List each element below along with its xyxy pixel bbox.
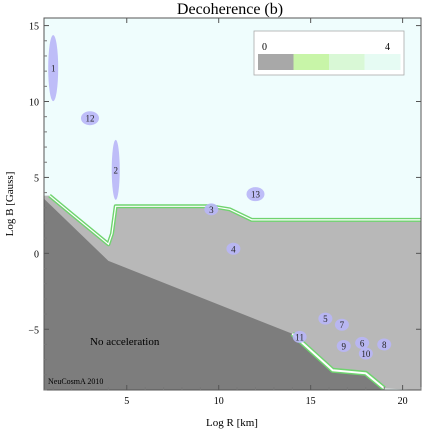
source-ellipse bbox=[334, 318, 349, 331]
source-ellipse bbox=[226, 242, 241, 255]
source-marker-4: 4 bbox=[226, 242, 241, 255]
y-tick-label: 10 bbox=[29, 98, 39, 109]
chart-title: Decoherence (b) bbox=[177, 1, 283, 18]
plot-frame bbox=[43, 17, 422, 391]
x-tick-label: 5 bbox=[124, 396, 129, 407]
source-marker-7: 7 bbox=[334, 318, 349, 331]
source-ellipse bbox=[204, 203, 219, 216]
legend-min-label: 0 bbox=[262, 42, 267, 53]
legend-swatch bbox=[258, 54, 294, 70]
source-ellipse bbox=[292, 330, 307, 343]
source-ellipse bbox=[246, 187, 265, 202]
source-marker-1: 1 bbox=[48, 35, 59, 102]
y-axis-label: Log B [Gauss] bbox=[4, 172, 16, 237]
source-marker-8: 8 bbox=[377, 338, 392, 351]
credit-label: NeuCosmA 2010 bbox=[48, 377, 103, 386]
source-ellipse bbox=[80, 111, 99, 126]
source-label: 2 bbox=[113, 165, 118, 175]
legend-swatch bbox=[329, 54, 365, 70]
legend-max-label: 4 bbox=[385, 42, 390, 53]
source-label: 7 bbox=[340, 320, 345, 330]
source-marker-3: 3 bbox=[204, 203, 219, 216]
y-tick-label: 5 bbox=[34, 173, 39, 184]
legend-swatch bbox=[293, 54, 330, 70]
source-ellipse bbox=[111, 139, 120, 200]
annotation-no-acceleration: No acceleration bbox=[90, 336, 160, 348]
source-marker-13: 13 bbox=[246, 187, 265, 202]
source-label: 9 bbox=[342, 341, 347, 351]
source-marker-5: 5 bbox=[318, 312, 333, 325]
legend: 0 4 bbox=[253, 30, 405, 76]
source-ellipse bbox=[336, 339, 351, 352]
source-marker-6: 6 bbox=[355, 336, 370, 349]
source-ellipse bbox=[355, 336, 370, 349]
legend-swatch bbox=[364, 54, 401, 70]
x-tick-label: 15 bbox=[306, 396, 316, 407]
x-tick-label: 10 bbox=[214, 396, 224, 407]
source-ellipse bbox=[48, 35, 59, 102]
x-axis-ticks: 5 10 15 20 bbox=[52, 18, 422, 407]
source-marker-12: 12 bbox=[80, 111, 99, 126]
source-marker-2: 2 bbox=[111, 139, 120, 200]
x-axis-label: Log R [km] bbox=[206, 417, 258, 429]
source-label: 1 bbox=[51, 64, 56, 74]
source-label: 10 bbox=[361, 349, 371, 359]
source-label: 12 bbox=[85, 114, 94, 124]
source-ellipse bbox=[377, 338, 392, 351]
y-tick-label: −5 bbox=[28, 325, 39, 336]
source-label: 11 bbox=[295, 332, 304, 342]
source-label: 5 bbox=[323, 314, 328, 324]
source-label: 8 bbox=[382, 340, 387, 350]
source-marker-10: 10 bbox=[358, 347, 373, 360]
source-ellipse bbox=[358, 347, 373, 360]
source-marker-11: 11 bbox=[292, 330, 307, 343]
legend-colorbar bbox=[258, 54, 401, 70]
source-label: 3 bbox=[209, 205, 214, 215]
source-label: 6 bbox=[360, 338, 365, 348]
y-tick-label: 0 bbox=[34, 249, 39, 260]
boundary-lower-highlight bbox=[291, 333, 385, 390]
source-marker-9: 9 bbox=[336, 339, 351, 352]
source-label: 13 bbox=[251, 190, 261, 200]
y-tick-label: 15 bbox=[29, 22, 39, 33]
source-ellipse bbox=[318, 312, 333, 325]
x-tick-label: 20 bbox=[398, 396, 408, 407]
source-label: 4 bbox=[231, 244, 236, 254]
boundary-upper-highlight bbox=[49, 195, 421, 246]
